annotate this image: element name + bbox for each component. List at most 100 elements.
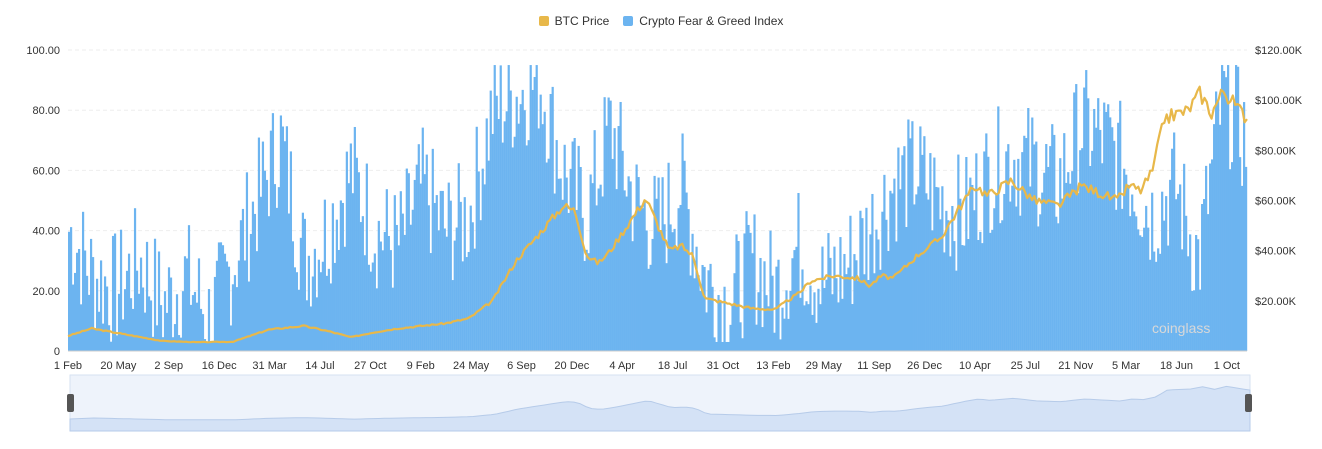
- fear-greed-bar: [101, 323, 105, 351]
- fear-greed-bar: [435, 195, 438, 351]
- fear-greed-bar: [713, 337, 716, 351]
- fear-greed-bar: [957, 154, 960, 351]
- fear-greed-bar: [229, 325, 233, 351]
- fear-greed-bar: [159, 305, 163, 351]
- fear-greed-bar: [821, 246, 824, 351]
- fear-greed-bar: [607, 97, 610, 351]
- fear-greed-bar: [569, 168, 572, 351]
- fear-greed-bar: [1091, 150, 1094, 351]
- fear-greed-bar: [701, 264, 704, 351]
- fear-greed-bar: [1209, 163, 1212, 351]
- fear-greed-bar: [1003, 193, 1006, 351]
- fear-greed-bar: [165, 312, 169, 351]
- fear-greed-bar: [191, 295, 195, 351]
- fear-greed-bar: [361, 216, 364, 351]
- fear-greed-bar: [601, 196, 604, 351]
- navigator-handle-right[interactable]: [1245, 394, 1252, 412]
- fear-greed-bar: [73, 272, 77, 351]
- fear-greed-bar: [945, 210, 948, 351]
- fear-greed-bar: [663, 224, 666, 351]
- fear-greed-bar: [1113, 140, 1116, 351]
- fear-greed-bar: [1217, 99, 1220, 352]
- fear-greed-bar: [877, 239, 880, 351]
- fear-greed-bar: [443, 228, 446, 351]
- fear-greed-bar: [797, 192, 800, 351]
- fear-greed-bar: [169, 277, 173, 351]
- fear-greed-bar: [755, 324, 758, 351]
- y-left-tick-label: 80.00: [32, 105, 60, 117]
- fear-greed-bar: [1165, 196, 1168, 351]
- fear-greed-bar: [537, 128, 540, 351]
- fear-greed-bar: [697, 275, 700, 351]
- btc-price-path: [67, 85, 1248, 344]
- fear-greed-bar: [1133, 211, 1136, 351]
- fear-greed-bar: [75, 252, 79, 351]
- fear-greed-bar: [1079, 150, 1082, 351]
- fear-greed-bar: [1029, 186, 1032, 351]
- legend-item-btc-price[interactable]: BTC Price: [538, 14, 610, 28]
- fear-greed-bar: [895, 241, 898, 351]
- fear-greed-bar: [823, 287, 826, 351]
- fear-greed-bar: [717, 295, 720, 351]
- fear-greed-bar: [787, 318, 790, 351]
- fear-greed-bar: [551, 86, 554, 352]
- fear-greed-bar: [1005, 151, 1008, 351]
- fear-greed-bar: [1081, 148, 1084, 351]
- fear-greed-bar: [1093, 108, 1096, 351]
- fear-greed-bar: [341, 202, 344, 351]
- fear-greed-bar: [319, 272, 322, 351]
- fear-greed-bar: [1131, 194, 1134, 351]
- fear-greed-bar: [1223, 71, 1226, 352]
- fear-greed-bar: [1229, 169, 1232, 351]
- fear-greed-bar: [907, 119, 910, 351]
- fear-greed-bars: [68, 65, 1248, 352]
- fear-greed-bar: [947, 220, 950, 351]
- fear-greed-bar: [589, 174, 592, 351]
- fear-greed-bar: [1013, 159, 1016, 351]
- fear-greed-bar: [447, 182, 450, 351]
- fear-greed-bar: [647, 268, 650, 351]
- fear-greed-bar: [403, 234, 406, 351]
- fear-greed-bar: [1053, 134, 1056, 351]
- fear-greed-bar: [879, 269, 882, 351]
- fear-greed-bar: [81, 211, 85, 351]
- fear-greed-bar: [997, 106, 1000, 351]
- y-right-tick-label: $40.00K: [1255, 246, 1297, 258]
- fear-greed-bar: [623, 190, 626, 351]
- fear-greed-bar: [953, 241, 956, 351]
- fear-greed-bar: [593, 130, 596, 351]
- fear-greed-bar: [289, 151, 293, 351]
- x-tick-label: 13 Feb: [756, 360, 790, 372]
- navigator-handle-left[interactable]: [67, 394, 74, 412]
- fear-greed-bar: [641, 208, 644, 351]
- fear-greed-bar: [891, 193, 894, 351]
- fear-greed-bar: [455, 227, 458, 351]
- fear-greed-bar: [1181, 249, 1184, 351]
- fear-greed-bar: [659, 230, 662, 351]
- fear-greed-bar: [665, 263, 668, 351]
- fear-greed-bar: [247, 281, 251, 351]
- fear-greed-bar: [119, 229, 123, 351]
- fear-greed-bar: [241, 208, 245, 351]
- range-navigator[interactable]: [67, 374, 1252, 432]
- fear-greed-bar: [157, 251, 161, 351]
- fear-greed-bar: [123, 289, 127, 351]
- fear-greed-bar: [481, 168, 484, 351]
- fear-greed-bar: [517, 123, 520, 351]
- fear-greed-bar: [575, 209, 578, 351]
- fear-greed-bar: [371, 262, 374, 351]
- fear-greed-bar: [181, 291, 185, 351]
- legend-item-fear-greed[interactable]: Crypto Fear & Greed Index: [623, 14, 783, 28]
- fear-greed-bar: [331, 203, 334, 351]
- fear-greed-bar: [1033, 144, 1036, 351]
- fear-greed-bar: [555, 140, 558, 351]
- y-right-tick-label: $100.00K: [1255, 95, 1303, 107]
- fear-greed-bar: [1227, 65, 1230, 352]
- fear-greed-bar: [883, 174, 886, 351]
- fear-greed-bar: [567, 212, 570, 351]
- fear-greed-bar: [167, 267, 171, 351]
- fear-greed-bar: [291, 241, 295, 351]
- legend-label-btc-price: BTC Price: [554, 14, 610, 28]
- fear-greed-bar: [313, 248, 316, 351]
